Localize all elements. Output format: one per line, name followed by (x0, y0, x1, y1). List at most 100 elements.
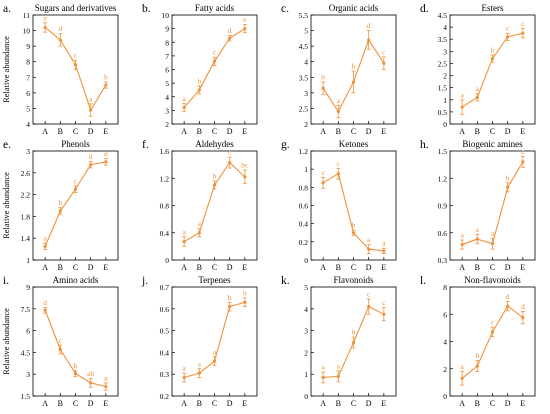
significance-label: c (521, 147, 525, 156)
data-point (197, 371, 201, 375)
y-tick-label: 3 (443, 47, 447, 56)
panel-letter: l. (420, 275, 426, 287)
data-point (73, 187, 78, 191)
y-tick-label: 5.5 (299, 11, 309, 20)
x-tick-label: C (73, 399, 78, 408)
panel-title: Flavonoids (333, 275, 374, 285)
significance-label: e (43, 13, 47, 22)
x-tick-label: B (197, 399, 202, 408)
data-point (182, 240, 186, 244)
y-tick-label: 4.5 (438, 11, 448, 20)
data-point (182, 106, 186, 110)
data-point (521, 316, 525, 320)
x-tick-label: E (520, 399, 525, 408)
significance-label: b (352, 328, 356, 337)
y-tick-label: 10 (23, 27, 31, 36)
chart-panel-d: d. Esters 0 0.5 1 1.5 2 2.5 3 3.5 4 4.5 A B C D Ea a b c c (420, 3, 536, 136)
y-tick-label: 4 (26, 120, 30, 129)
panel-title: Terpenes (198, 275, 231, 285)
data-point (336, 374, 340, 378)
panel-title: Esters (482, 3, 504, 13)
x-tick-label: A (181, 399, 187, 408)
x-tick-label: C (73, 263, 78, 272)
y-tick-label: 1 (26, 256, 30, 265)
x-tick-label: B (475, 399, 480, 408)
significance-label: c (321, 168, 325, 177)
data-point (228, 36, 232, 40)
y-tick-label: 4 (443, 23, 447, 32)
significance-label: d (104, 149, 108, 158)
significance-label: a (476, 84, 480, 93)
data-point (521, 31, 525, 35)
data-point (321, 86, 325, 90)
x-tick-label: B (197, 263, 202, 272)
y-tick-label: 2.2 (21, 191, 31, 200)
x-tick-label: D (88, 263, 94, 272)
significance-label: c (382, 298, 386, 307)
data-point (243, 175, 247, 179)
significance-label: b (491, 45, 495, 54)
x-tick-label: A (459, 127, 465, 136)
data-point (321, 375, 325, 380)
panel-title: Biogenic amines (462, 139, 523, 149)
panel-letter: j. (141, 275, 148, 287)
x-tick-label: B (197, 127, 202, 136)
y-tick-label: 7.5 (21, 305, 31, 314)
x-tick-label: D (366, 127, 372, 136)
x-tick-label: C (490, 399, 495, 408)
y-tick-label: 0 (304, 256, 308, 265)
significance-label: c (74, 51, 78, 60)
x-tick-label: C (490, 127, 495, 136)
y-tick-label: 4.5 (21, 348, 31, 357)
y-tick-label: 1.2 (160, 174, 170, 183)
x-tick-label: B (336, 399, 341, 408)
y-tick-label: 0.6 (299, 202, 309, 211)
data-point (367, 305, 371, 309)
y-tick-label: 0.8 (160, 202, 170, 211)
chart-panel-g: g. Ketones 0 0.2 0.4 0.6 0.8 1 1.2 A B C D Ec c b a a (281, 139, 397, 272)
y-tick-label: 0.9 (438, 202, 448, 211)
y-axis-title: Relative abundance (1, 308, 11, 375)
x-tick-label: B (58, 399, 63, 408)
y-tick-label: 3 (304, 89, 308, 98)
y-tick-label: 5 (26, 104, 30, 113)
y-tick-label: 2 (304, 348, 308, 357)
data-point (460, 242, 464, 247)
data-point (243, 27, 247, 31)
data-point (212, 359, 217, 363)
data-point (243, 300, 247, 304)
x-tick-label: D (366, 263, 372, 272)
significance-label: d (228, 26, 232, 35)
chart-panel-h: h. Biogenic amines 0.3 0.6 0.9 1.2 1.5 A B C D Ea a a… (420, 139, 536, 272)
data-point (382, 61, 386, 65)
panel-title: Fatty acids (195, 3, 235, 13)
y-tick-label: 5 (165, 79, 169, 88)
series-line (322, 172, 384, 252)
y-tick-label: 6 (443, 310, 447, 319)
x-tick-label: C (351, 399, 356, 408)
significance-label: a (337, 361, 341, 370)
panel-title: Amino acids (53, 275, 99, 285)
y-tick-label: 4 (165, 93, 169, 102)
significance-label: d (521, 302, 525, 311)
x-tick-label: A (181, 127, 187, 136)
data-point (212, 183, 217, 187)
significance-label: b (243, 288, 247, 297)
significance-label: b (352, 62, 356, 71)
data-point (228, 160, 232, 165)
data-point (197, 231, 201, 235)
x-tick-label: E (381, 263, 386, 272)
y-tick-label: 0.2 (160, 392, 170, 401)
y-tick-label: 0.3 (438, 256, 448, 265)
y-tick-label: 3 (304, 327, 308, 336)
chart-panel-a: a. Sugars and derivatives 4 5 6 7 8 9 10 11 A B C D E R… (1, 3, 119, 136)
data-point (336, 109, 340, 114)
significance-label: a (367, 235, 371, 244)
data-point (367, 247, 371, 251)
y-tick-label: 1 (304, 165, 308, 174)
y-tick-label: 1.2 (438, 174, 448, 183)
x-tick-label: B (58, 127, 63, 136)
data-point (43, 244, 47, 248)
panel-letter: c. (281, 3, 289, 15)
